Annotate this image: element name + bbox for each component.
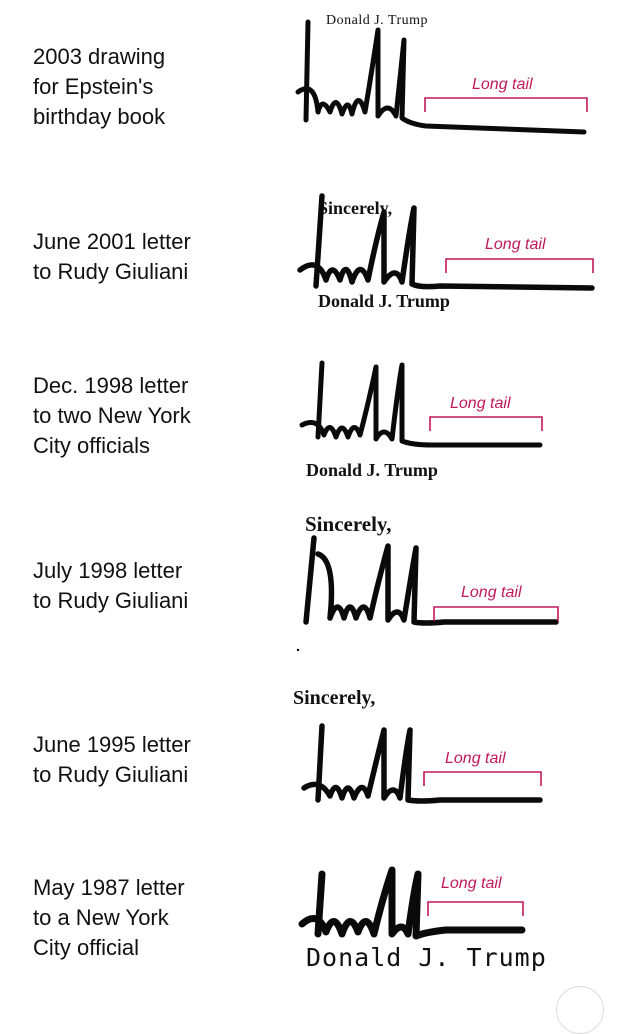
long-tail-bracket [423, 771, 542, 786]
long-tail-bracket [445, 258, 594, 273]
long-tail-label: Long tail [472, 76, 533, 93]
long-tail-label: Long tail [485, 236, 546, 253]
salutation: Sincerely, [318, 198, 393, 218]
caption-line: City officials [33, 433, 150, 458]
salutation: Sincerely, [305, 512, 392, 536]
signature-row-1987: May 1987 letter to a New York City offic… [0, 840, 635, 1000]
long-tail-label: Long tail [441, 875, 502, 892]
signature-row-july-1998: July 1998 letter to Rudy Giuliani Sincer… [0, 500, 635, 670]
printed-name: Donald J. Trump [306, 943, 547, 972]
long-tail-bracket [427, 901, 524, 916]
signature-image [298, 866, 526, 940]
row-caption: July 1998 letter to Rudy Giuliani [33, 556, 273, 616]
row-caption: June 1995 letter to Rudy Giuliani [33, 730, 273, 790]
printed-name: Donald J. Trump [318, 291, 450, 311]
caption-line: to Rudy Giuliani [33, 762, 189, 787]
caption-line: June 2001 letter [33, 229, 191, 254]
long-tail-label: Long tail [450, 395, 511, 412]
long-tail-bracket [429, 416, 543, 431]
long-tail-bracket [433, 606, 559, 621]
signature-row-2001: June 2001 letter to Rudy Giuliani Sincer… [0, 160, 635, 335]
caption-line: July 1998 letter [33, 558, 183, 583]
signature-row-1995: June 1995 letter to Rudy Giuliani Sincer… [0, 670, 635, 840]
row-caption: 2003 drawing for Epstein's birthday book [33, 42, 273, 132]
caption-line: City official [33, 935, 139, 960]
long-tail-label: Long tail [445, 750, 506, 767]
caption-line: to Rudy Giuliani [33, 588, 189, 613]
row-caption: June 2001 letter to Rudy Giuliani [33, 227, 273, 287]
signature-image [296, 535, 559, 652]
caption-line: to two New York [33, 403, 191, 428]
caption-line: birthday book [33, 104, 166, 129]
signature-image [299, 360, 543, 448]
caption-line: June 1995 letter [33, 732, 191, 757]
printed-name: Donald J. Trump [306, 460, 438, 480]
long-tail-bracket [424, 97, 588, 112]
signature-image [295, 19, 587, 135]
row-caption: Dec. 1998 letter to two New York City of… [33, 371, 273, 461]
signature-image [297, 193, 595, 291]
signature-row-2003: 2003 drawing for Epstein's birthday book… [0, 0, 635, 160]
caption-line: for Epstein's [33, 74, 154, 99]
printed-name: Donald J. Trump [326, 13, 429, 28]
caption-line: to a New York [33, 905, 169, 930]
salutation: Sincerely, [293, 687, 376, 709]
share-button[interactable] [556, 986, 604, 1034]
signature-row-dec-1998: Dec. 1998 letter to two New York City of… [0, 335, 635, 500]
signature-image [301, 723, 543, 804]
caption-line: Dec. 1998 letter [33, 373, 189, 398]
long-tail-label: Long tail [461, 584, 522, 601]
row-caption: May 1987 letter to a New York City offic… [33, 873, 273, 963]
caption-line: May 1987 letter [33, 875, 185, 900]
caption-line: 2003 drawing [33, 44, 166, 69]
caption-line: to Rudy Giuliani [33, 259, 189, 284]
